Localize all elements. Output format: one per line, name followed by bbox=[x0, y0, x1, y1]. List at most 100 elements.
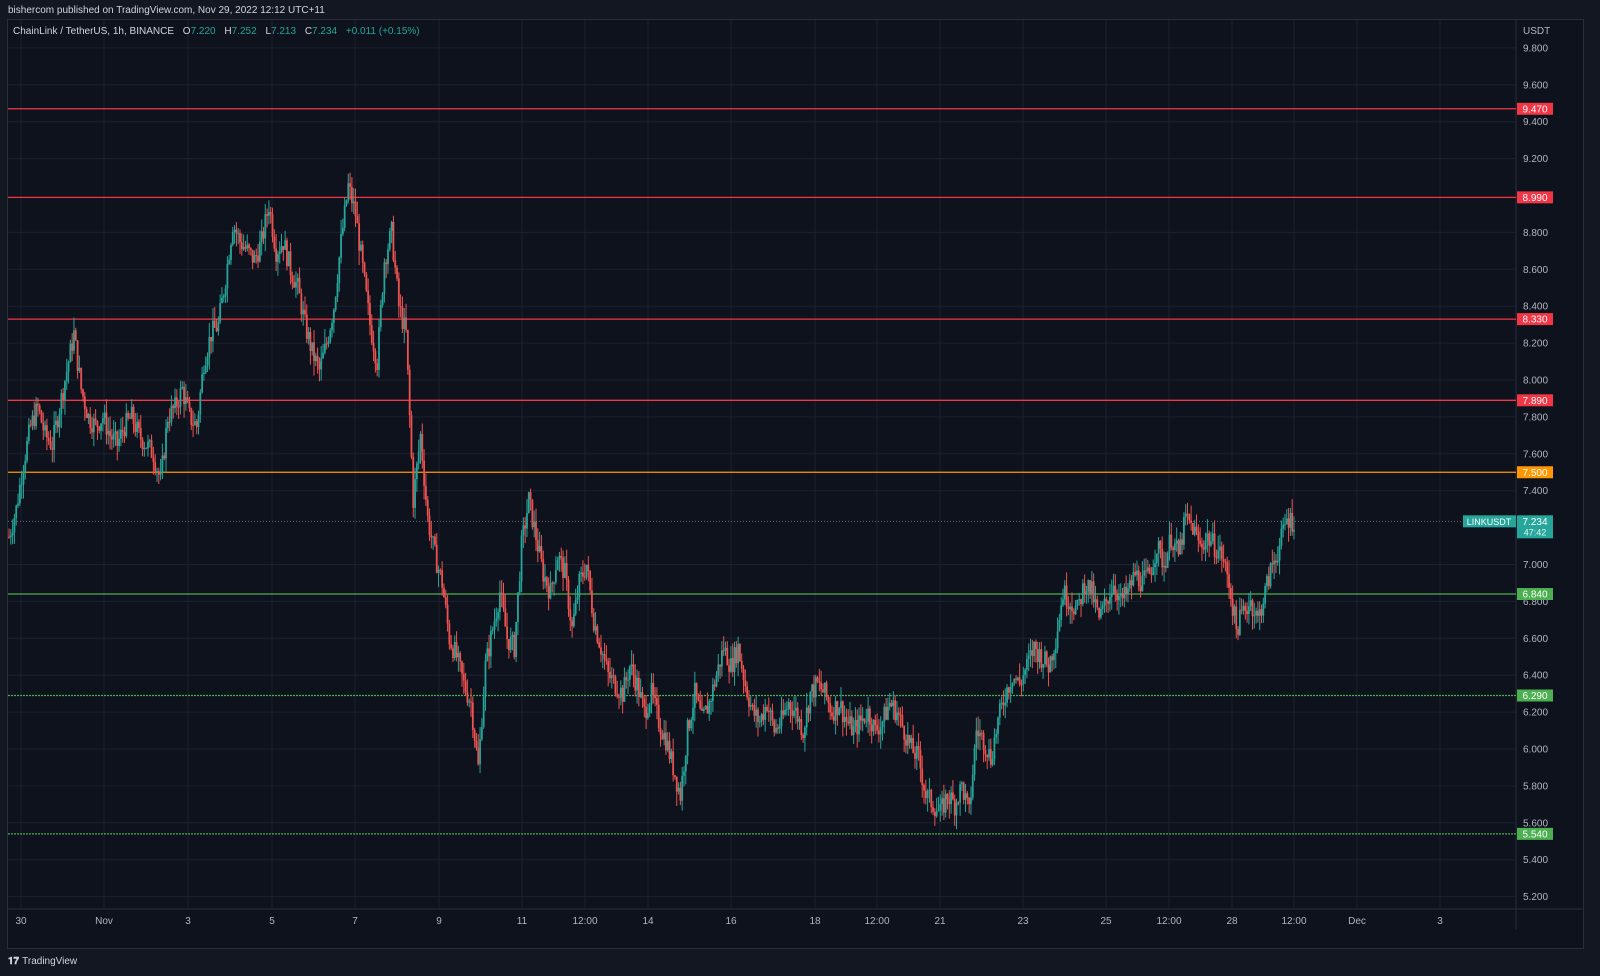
candle-body bbox=[587, 564, 590, 572]
candle-body bbox=[697, 696, 700, 701]
candle-body bbox=[327, 341, 330, 344]
candle-body bbox=[695, 682, 698, 697]
candle-body bbox=[679, 787, 682, 801]
candle-body bbox=[1096, 599, 1099, 608]
candle-body bbox=[780, 710, 783, 726]
candle-body bbox=[78, 368, 81, 371]
candle-body bbox=[1181, 539, 1184, 545]
candle-body bbox=[1127, 588, 1129, 594]
candle-body bbox=[533, 521, 536, 528]
candle-body bbox=[148, 440, 151, 442]
symbol-title[interactable]: ChainLink / TetherUS, 1h, BINANCE bbox=[13, 26, 175, 37]
candle-body bbox=[242, 247, 245, 250]
candle-body bbox=[489, 631, 492, 657]
candle-body bbox=[775, 727, 777, 733]
candle-body bbox=[508, 639, 510, 651]
candle-body bbox=[538, 545, 541, 552]
candle-body bbox=[699, 700, 702, 709]
candle-body bbox=[260, 231, 263, 242]
candle-body bbox=[814, 677, 817, 698]
candle-body bbox=[1101, 605, 1104, 609]
candle-body bbox=[785, 708, 788, 710]
candle-body bbox=[773, 720, 776, 733]
candle-body bbox=[903, 726, 906, 740]
candle-body bbox=[486, 648, 489, 661]
candle-body bbox=[986, 754, 989, 758]
candle-body bbox=[666, 740, 669, 751]
candle-body bbox=[720, 650, 723, 667]
time-tick-label: 3 bbox=[1437, 916, 1443, 927]
chart-panel[interactable] bbox=[7, 19, 1584, 949]
candle-body bbox=[572, 613, 575, 627]
candle-body bbox=[1128, 580, 1131, 589]
price-tick-label: 5.200 bbox=[1523, 892, 1548, 903]
candle-body bbox=[693, 682, 696, 708]
candle-body bbox=[410, 415, 413, 457]
candle-body bbox=[300, 293, 303, 315]
candle-body bbox=[235, 229, 238, 234]
candle-body bbox=[870, 724, 873, 732]
candle-body bbox=[879, 727, 882, 735]
candle-body bbox=[802, 735, 805, 739]
candle-body bbox=[796, 707, 799, 722]
candle-body bbox=[733, 647, 736, 672]
candle-body bbox=[405, 317, 407, 330]
candle-body bbox=[973, 747, 976, 775]
candle-body bbox=[1139, 586, 1142, 592]
candle-body bbox=[257, 255, 259, 262]
candle-body bbox=[441, 570, 444, 588]
candle-body bbox=[704, 705, 707, 710]
candle-body bbox=[116, 431, 119, 446]
candle-body bbox=[188, 401, 191, 409]
candle-body bbox=[282, 246, 285, 250]
candle-body bbox=[713, 684, 716, 687]
candle-body bbox=[591, 590, 593, 614]
candle-body bbox=[17, 503, 19, 506]
candle-body bbox=[139, 428, 142, 440]
candle-body bbox=[1069, 606, 1072, 610]
candle-body bbox=[437, 569, 440, 573]
candle-body bbox=[35, 403, 37, 427]
candle-body bbox=[1125, 586, 1128, 594]
candle-body bbox=[1269, 563, 1272, 587]
candle-body bbox=[332, 309, 335, 323]
candle-body bbox=[345, 200, 348, 205]
candle-body bbox=[831, 712, 833, 717]
candle-body bbox=[331, 322, 333, 331]
candle-body bbox=[556, 559, 559, 571]
candle-body bbox=[1195, 526, 1198, 532]
candle-body bbox=[1045, 651, 1048, 665]
candle-body bbox=[766, 706, 768, 711]
candle-body bbox=[156, 471, 158, 473]
time-tick-label: 5 bbox=[269, 916, 275, 927]
candle-body bbox=[372, 342, 375, 352]
tradingview-logo-icon[interactable]: 𝟏𝟕 bbox=[8, 956, 20, 967]
candle-body bbox=[1056, 631, 1059, 649]
candle-body bbox=[1291, 513, 1294, 532]
candle-body bbox=[31, 415, 34, 426]
candle-body bbox=[915, 746, 918, 759]
candle-body bbox=[632, 664, 635, 676]
candle-body bbox=[47, 437, 50, 442]
candle-body bbox=[706, 705, 709, 714]
candle-body bbox=[381, 293, 384, 305]
candle-body bbox=[1083, 583, 1086, 594]
candle-body bbox=[545, 577, 548, 586]
candle-body bbox=[1197, 531, 1200, 541]
candle-body bbox=[320, 358, 323, 370]
candle-body bbox=[329, 330, 332, 342]
candle-body bbox=[674, 775, 676, 777]
candle-body bbox=[365, 273, 368, 291]
candle-body bbox=[589, 571, 592, 591]
candle-body bbox=[336, 282, 339, 298]
candle-body bbox=[347, 183, 350, 201]
candle-body bbox=[453, 641, 456, 659]
candle-body bbox=[484, 660, 487, 697]
candle-body bbox=[258, 241, 261, 262]
candle-body bbox=[563, 563, 566, 578]
candle-body bbox=[244, 247, 247, 249]
candle-body bbox=[549, 583, 552, 599]
candle-body bbox=[856, 720, 859, 735]
candle-body bbox=[1172, 547, 1174, 551]
